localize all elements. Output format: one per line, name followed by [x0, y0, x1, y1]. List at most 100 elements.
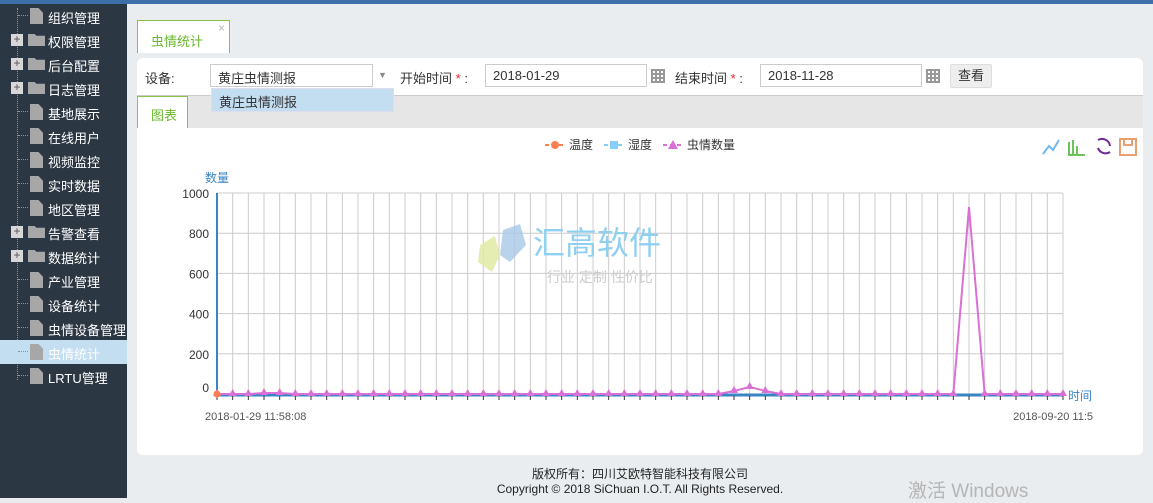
data-point-pest	[855, 389, 864, 396]
legend-triangle-icon	[668, 140, 678, 149]
end-time-input[interactable]: 2018-11-28	[760, 64, 922, 87]
tree-connector	[18, 135, 28, 136]
data-point-pest	[510, 389, 519, 396]
close-icon[interactable]: ×	[217, 21, 225, 35]
tree-line	[17, 8, 18, 380]
file-icon	[30, 200, 43, 216]
line-chart-icon[interactable]	[1042, 139, 1060, 155]
expand-icon[interactable]: +	[11, 249, 23, 262]
sidebar-item-label: 组织管理	[48, 11, 101, 26]
legend-circle-icon	[551, 141, 559, 149]
sidebar-item[interactable]: 虫情设备管理	[0, 316, 127, 340]
watermark-logo	[478, 236, 500, 272]
data-point-pest	[526, 389, 535, 396]
sidebar-item[interactable]: + 后台配置	[0, 52, 127, 76]
data-point-pest	[401, 389, 409, 396]
sidebar-item[interactable]: 地区管理	[0, 196, 127, 220]
data-point-pest	[980, 389, 989, 396]
data-point-pest	[322, 389, 331, 396]
legend-label: 温度	[569, 137, 593, 152]
tree-connector	[18, 111, 28, 112]
calendar-icon[interactable]	[651, 69, 665, 83]
data-point-pest	[385, 389, 394, 396]
sidebar-item[interactable]: 虫情统计	[0, 340, 127, 364]
bar-chart-icon[interactable]	[1068, 140, 1085, 156]
data-point-pest	[792, 389, 801, 396]
sidebar-item[interactable]: + 权限管理	[0, 28, 127, 52]
data-point-pest	[730, 385, 738, 393]
sidebar-item-label: 实时数据	[48, 179, 101, 194]
sidebar-item-label: 虫情设备管理	[48, 323, 127, 338]
tab-pest-statistics[interactable]: 虫情统计 ×	[137, 20, 230, 53]
sidebar-item[interactable]: + 数据统计	[0, 244, 127, 268]
sidebar-item[interactable]: LRTU管理	[0, 364, 127, 388]
sidebar-item[interactable]: 实时数据	[0, 172, 127, 196]
refresh-icon[interactable]	[1097, 137, 1111, 155]
x-tick-label-first: 2018-01-29 11:58:08	[205, 411, 306, 423]
data-point-pest	[745, 381, 754, 389]
expand-icon[interactable]: +	[11, 57, 23, 70]
calendar-icon[interactable]	[926, 69, 940, 83]
dropdown-option[interactable]: 黄庄虫情测报	[211, 88, 394, 112]
sidebar-item-label: 基地展示	[48, 107, 101, 122]
expand-icon[interactable]: +	[11, 33, 23, 46]
data-point-pest	[275, 387, 284, 395]
tab-chart[interactable]: 图表	[137, 96, 188, 128]
top-bar	[0, 0, 1153, 4]
sidebar-item-label: 权限管理	[48, 35, 101, 50]
sidebar-item-label: 视频监控	[48, 155, 101, 170]
expand-icon[interactable]: +	[11, 81, 23, 94]
x-tick-label-last: 2018-09-20 11:5	[1013, 411, 1093, 423]
watermark-slogan: 行业 定制 性价比	[547, 269, 653, 285]
sidebar-item[interactable]: 基地展示	[0, 100, 127, 124]
data-point-temperature	[213, 390, 221, 398]
tree-connector	[18, 279, 28, 280]
folder-icon	[28, 226, 45, 238]
chevron-down-icon[interactable]: ▼	[378, 70, 387, 80]
data-point-pest	[1012, 389, 1020, 396]
data-point-pest	[777, 389, 785, 396]
folder-icon	[28, 250, 45, 262]
watermark-logo	[500, 224, 526, 262]
query-button[interactable]: 查看	[950, 64, 992, 88]
x-axis-title: 时间	[1068, 389, 1092, 403]
data-point-pest	[839, 389, 848, 396]
file-icon	[30, 8, 43, 24]
sidebar-item-label: 后台配置	[48, 59, 101, 74]
sidebar-item[interactable]: + 日志管理	[0, 76, 127, 100]
start-time-input[interactable]: 2018-01-29	[485, 64, 647, 87]
sidebar-item[interactable]: + 告警查看	[0, 220, 127, 244]
tree-connector	[18, 183, 28, 184]
data-point-pest	[432, 389, 441, 396]
data-point-pest	[604, 389, 613, 396]
file-icon	[30, 104, 43, 120]
sidebar-item[interactable]: 产业管理	[0, 268, 127, 292]
sidebar-item-label: 日志管理	[48, 83, 101, 98]
data-point-pest	[996, 389, 1005, 396]
watermark-title: 汇高软件	[533, 225, 661, 261]
file-icon	[30, 176, 43, 192]
data-point-pest	[542, 389, 550, 396]
sidebar-item-label: 地区管理	[48, 203, 101, 218]
data-point-pest	[808, 389, 817, 396]
data-point-pest	[369, 389, 378, 396]
save-icon[interactable]	[1119, 138, 1137, 156]
data-point-pest	[589, 389, 597, 396]
expand-icon[interactable]: +	[11, 225, 23, 238]
sidebar-item[interactable]: 视频监控	[0, 148, 127, 172]
data-point-pest	[918, 389, 926, 396]
data-point-pest	[636, 389, 644, 396]
sidebar-item[interactable]: 在线用户	[0, 124, 127, 148]
device-select[interactable]: 黄庄虫情测报	[210, 64, 373, 87]
y-tick-label: 1000	[182, 187, 209, 201]
sidebar-item[interactable]: 组织管理	[0, 4, 127, 28]
file-icon	[30, 272, 43, 288]
data-point-pest	[824, 389, 832, 396]
tree-connector	[18, 327, 28, 328]
folder-icon	[28, 82, 45, 94]
y-tick-label: 400	[189, 308, 209, 322]
data-point-pest	[260, 387, 268, 395]
data-point-pest	[651, 389, 660, 396]
sidebar-item[interactable]: 设备统计	[0, 292, 127, 316]
